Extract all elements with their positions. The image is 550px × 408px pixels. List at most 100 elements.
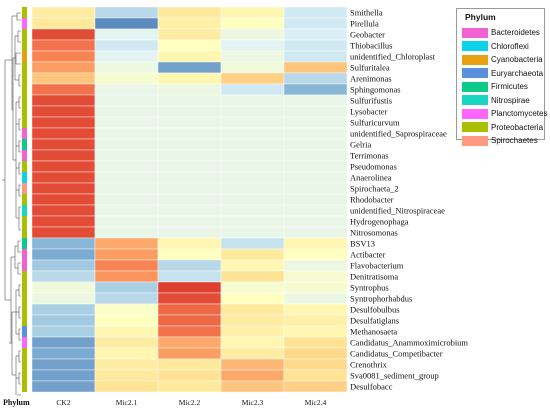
heatmap-cell — [157, 28, 222, 41]
row-label: Sulfurifustis — [350, 96, 392, 106]
heatmap-cell — [283, 6, 348, 19]
phylum-bar-cell — [22, 282, 27, 293]
heatmap-cell — [220, 160, 285, 173]
heatmap-cell — [283, 193, 348, 206]
legend-item: Proteobacteria — [462, 121, 547, 135]
heatmap-cell — [157, 369, 222, 382]
heatmap-cell — [94, 226, 159, 239]
heatmap-cell — [283, 336, 348, 349]
heatmap-cell — [220, 149, 285, 162]
heatmap-cell — [283, 39, 348, 52]
heatmap-cell — [157, 72, 222, 85]
row-label: Crenothrix — [350, 360, 388, 370]
heatmap-cell — [94, 336, 159, 349]
heatmap-cell — [157, 171, 222, 184]
heatmap-cell — [220, 83, 285, 96]
row-label: Candidatus_Competibacter — [350, 349, 443, 359]
legend-item: Spirochaetes — [462, 134, 547, 148]
phylum-bar-cell — [22, 271, 27, 282]
heatmap-cell — [157, 248, 222, 261]
x-axis-label: Phylum — [3, 398, 30, 407]
heatmap-cell — [94, 303, 159, 316]
heatmap-cell — [94, 149, 159, 162]
legend-item: Firmicutes — [462, 80, 547, 94]
heatmap-cell — [94, 182, 159, 195]
heatmap-cell — [94, 281, 159, 294]
row-label: Desulfobulbus — [350, 305, 400, 315]
legend-swatch — [462, 108, 488, 119]
legend-item: Nitrospirae — [462, 94, 547, 108]
heatmap-cell — [31, 50, 96, 63]
legend-swatch — [462, 122, 488, 133]
heatmap-cell — [94, 17, 159, 30]
row-label: Sphingomonas — [350, 85, 401, 95]
heatmap-cell — [31, 292, 96, 305]
row-label: Hydrogenophaga — [350, 217, 409, 227]
heatmap-cell — [94, 193, 159, 206]
heatmap-cell — [157, 270, 222, 283]
heatmap-cell — [157, 347, 222, 360]
phylum-bar-cell — [22, 73, 27, 84]
heatmap-cell — [157, 336, 222, 349]
heatmap-cell — [157, 61, 222, 74]
row-label: Pseudomonas — [350, 162, 397, 172]
heatmap-cell — [220, 50, 285, 63]
heatmap-cell — [220, 127, 285, 140]
phylum-bar-cell — [22, 62, 27, 73]
heatmap-cell — [31, 226, 96, 239]
phylum-bar-cell — [22, 172, 27, 183]
heatmap-cell — [31, 325, 96, 338]
heatmap-cell — [283, 94, 348, 107]
phylum-bar-cell — [22, 40, 27, 51]
row-label: Actibacter — [350, 250, 386, 260]
heatmap-cell — [220, 270, 285, 283]
phylum-bar-cell — [22, 337, 27, 348]
heatmap-cell — [283, 105, 348, 118]
legend-swatch — [462, 27, 488, 38]
heatmap-cell — [94, 347, 159, 360]
legend-label: Nitrospirae — [491, 95, 530, 105]
heatmap-cell — [220, 105, 285, 118]
heatmap-cell — [157, 259, 222, 272]
heatmap-cell — [94, 270, 159, 283]
row-label: Spirochaeta_2 — [350, 184, 399, 194]
heatmap-cell — [220, 28, 285, 41]
heatmap-cell — [94, 50, 159, 63]
legend-label: Firmicutes — [491, 82, 528, 92]
heatmap-cell — [283, 347, 348, 360]
heatmap-cell — [157, 281, 222, 294]
heatmap-cell — [220, 72, 285, 85]
heatmap-cell — [31, 369, 96, 382]
heatmap-cell — [283, 83, 348, 96]
heatmap-cell — [220, 347, 285, 360]
heatmap-cell — [220, 259, 285, 272]
heatmap-cell — [157, 204, 222, 217]
heatmap-cell — [94, 171, 159, 184]
heatmap-cell — [157, 215, 222, 228]
heatmap-cell — [283, 270, 348, 283]
legend-label: Planctomycetes — [491, 109, 548, 119]
heatmap-cell — [283, 61, 348, 74]
heatmap-cell — [94, 380, 159, 393]
heatmap-cell — [220, 6, 285, 19]
heatmap-cell — [31, 347, 96, 360]
heatmap-cell — [31, 259, 96, 272]
phylum-bar-cell — [22, 183, 27, 194]
heatmap-cell — [31, 127, 96, 140]
row-label: Terrimonas — [350, 151, 389, 161]
phylum-bar-cell — [22, 293, 27, 304]
heatmap-cell — [220, 292, 285, 305]
legend-swatch — [462, 68, 488, 79]
column-label: Mic2.1 — [116, 398, 138, 407]
phylum-color-bar — [22, 7, 27, 392]
heatmap-cell — [94, 61, 159, 74]
heatmap-cell — [31, 281, 96, 294]
heatmap-cell — [220, 358, 285, 371]
legend-label: Chloroflexi — [491, 41, 529, 51]
heatmap-cell — [94, 28, 159, 41]
heatmap-cell — [94, 116, 159, 129]
row-label: Arenimonas — [350, 74, 392, 84]
heatmap-cell — [157, 160, 222, 173]
heatmap-cell — [94, 6, 159, 19]
heatmap-cell — [31, 380, 96, 393]
